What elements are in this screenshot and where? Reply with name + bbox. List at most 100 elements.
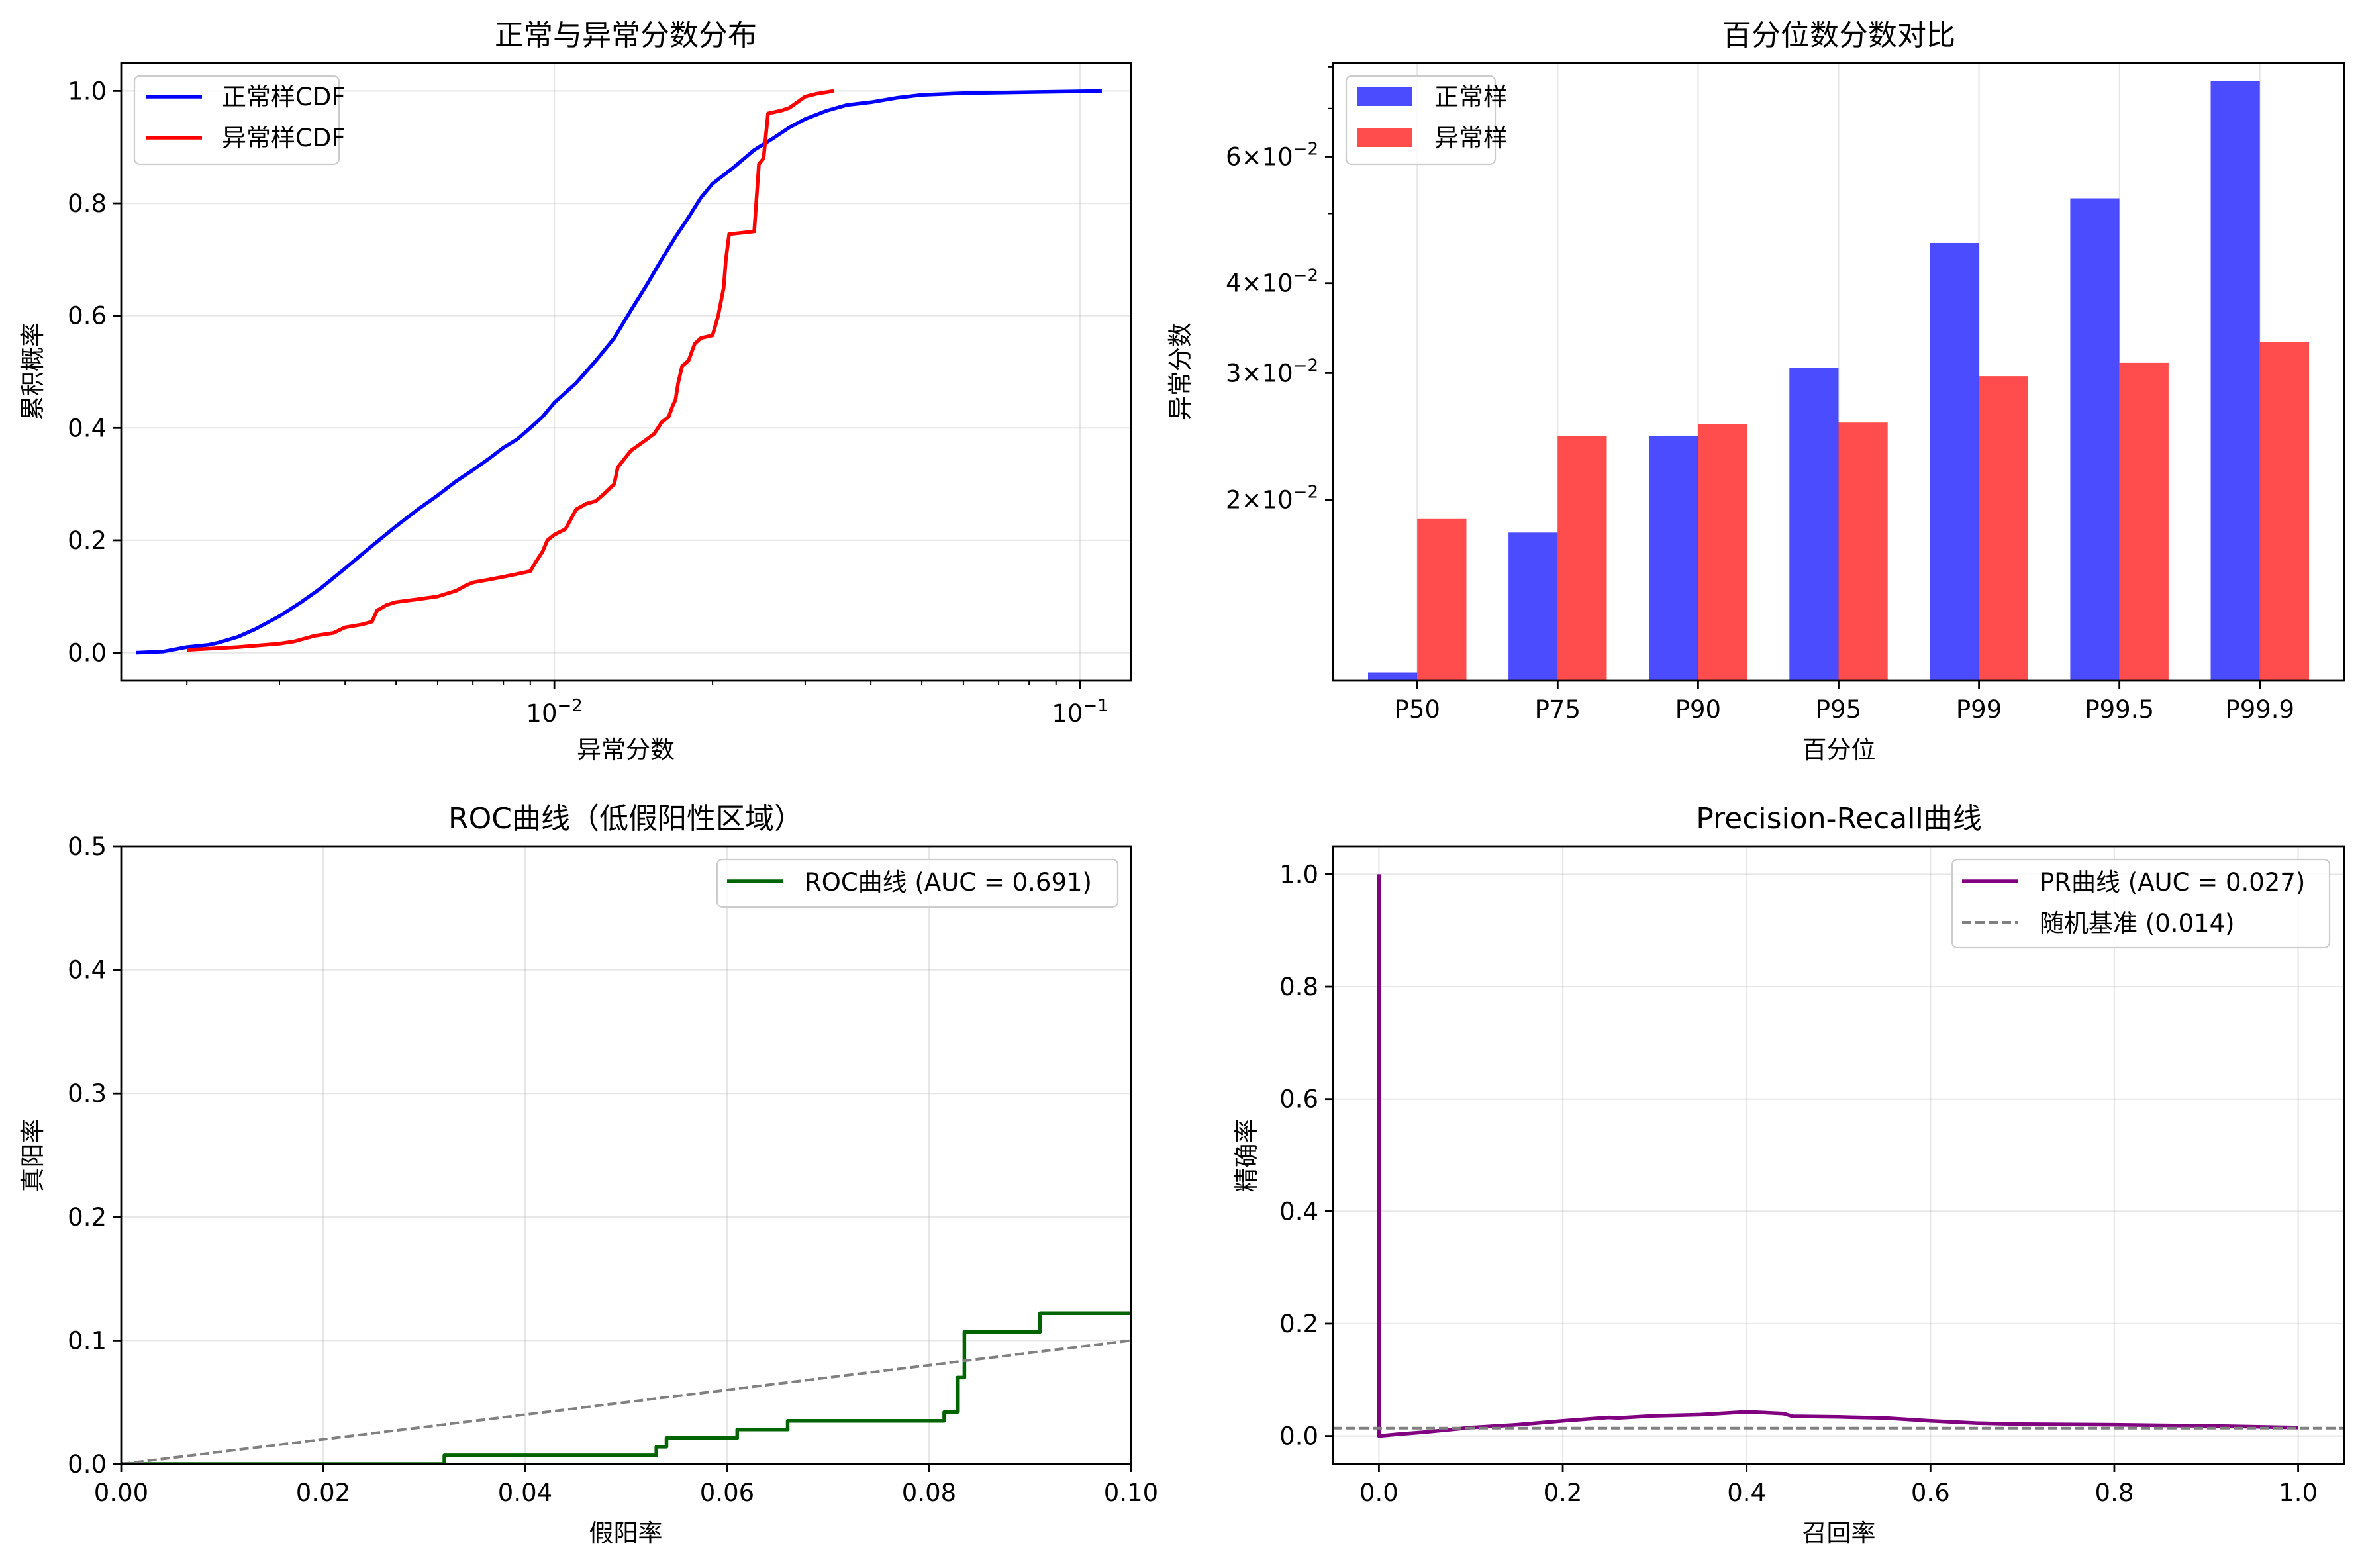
cdf-chart-y-tick-1-0: 1.0	[68, 77, 107, 105]
percentile-chart-bar-p75-anomaly	[1557, 436, 1607, 681]
pr-chart-grid	[1333, 846, 2344, 1464]
percentile-chart-bar-p99-5-normal	[2070, 198, 2120, 681]
roc-chart-x-ticks: 0.00 0.02 0.04 0.06 0.08 0.10	[94, 1464, 1158, 1507]
percentile-chart-bar-p95-anomaly	[1838, 422, 1888, 681]
percentile-chart-x-tick-p90: P90	[1675, 695, 1721, 724]
pr-chart-legend-box	[1951, 858, 2331, 949]
percentile-chart-legend-label-normal: 正常样	[1434, 83, 1508, 111]
pr-chart-y-tick-0-2: 0.2	[1279, 1310, 1318, 1338]
cdf-chart-x-label: 异常分数	[577, 736, 675, 764]
pr-chart-plot-area	[1333, 874, 2344, 1438]
pr-chart-legend-label-pr: PR曲线 (AUC = 0.027)	[2040, 868, 2305, 897]
cdf-chart-y-tick-0-8: 0.8	[68, 189, 107, 218]
cdf-chart-y-tick-0-0: 0.0	[68, 639, 107, 667]
cdf-chart-title: 正常与异常分数分布	[495, 19, 757, 52]
percentile-chart-bar-p90-anomaly	[1698, 424, 1747, 681]
pr-chart-series-0-line	[1377, 874, 2298, 1438]
percentile-chart-x-tick-p95: P95	[1816, 695, 1861, 724]
percentile-chart-x-ticks: P50 P75 P90 P95 P99 P99.5 P99.9	[1395, 681, 2294, 724]
pr-chart-y-tick-0-6: 0.6	[1279, 1085, 1318, 1114]
cdf-chart-frame	[120, 62, 1132, 682]
cdf-chart-legend-label-anomaly: 异常样CDF	[222, 124, 346, 152]
pr-chart-y-tick-0-4: 0.4	[1279, 1197, 1318, 1226]
roc-chart-y-tick-0-3: 0.3	[68, 1079, 107, 1108]
percentile-chart-bar-p75-normal	[1508, 532, 1558, 681]
pr-chart-y-label: 精确率	[1232, 1119, 1261, 1193]
percentile-chart-bar-p99-normal	[1930, 243, 1979, 681]
cdf-chart: 正常与异常分数分布 10−2 10−1 0.00.20.40.60.81.0 异常…	[19, 19, 1132, 764]
percentile-chart-legend-label-anomaly: 异常样	[1434, 124, 1508, 152]
roc-chart-x-label: 假阳率	[589, 1519, 663, 1547]
percentile-chart-bar-p50-normal	[1368, 672, 1418, 681]
percentile-chart-x-label: 百分位	[1802, 736, 1876, 764]
pr-chart-x-tick-0-8: 0.8	[2095, 1479, 2134, 1507]
roc-chart-legend: ROC曲线 (AUC = 0.691)	[716, 858, 1119, 908]
roc-chart-title: ROC曲线（低假阳性区域）	[448, 802, 803, 836]
roc-chart-x-tick-0-06: 0.06	[700, 1479, 754, 1507]
roc-chart-x-tick-0-04: 0.04	[498, 1479, 552, 1507]
percentile-chart-bar-p99-5-anomaly	[2119, 362, 2169, 681]
cdf-chart-series-1-line	[187, 89, 834, 652]
percentile-chart-x-tick-p99: P99	[1956, 695, 2002, 724]
percentile-chart-y-ticks: 2×10−23×10−24×10−26×10−2	[1226, 66, 1333, 514]
pr-chart-legend-label-baseline: 随机基准 (0.014)	[2040, 909, 2235, 938]
percentile-chart-bar-p90-normal	[1649, 436, 1698, 681]
pr-chart-y-tick-1-0: 1.0	[1279, 860, 1318, 889]
pr-chart-title: Precision-Recall曲线	[1696, 802, 1981, 836]
roc-chart: ROC曲线（低假阳性区域） 0.00 0.02 0.04 0.06 0.08 0.10 0…	[19, 802, 1158, 1547]
percentile-chart-x-tick-p50: P50	[1395, 695, 1440, 724]
roc-chart-y-tick-0-0: 0.0	[68, 1450, 107, 1479]
cdf-chart-legend: 正常样CDF 异常样CDF	[133, 75, 346, 166]
roc-chart-series-1-line	[121, 1339, 1131, 1464]
percentile-chart-bar-p99-9-normal	[2210, 81, 2260, 681]
pr-chart-x-tick-0-0: 0.0	[1359, 1479, 1399, 1507]
roc-chart-series-0-line	[121, 1311, 1131, 1464]
cdf-chart-y-tick-0-6: 0.6	[68, 302, 107, 330]
roc-chart-y-tick-0-5: 0.5	[68, 832, 107, 861]
roc-chart-x-tick-0-10: 0.10	[1104, 1479, 1158, 1507]
pr-chart-x-label: 召回率	[1802, 1519, 1876, 1547]
percentile-chart-bar-p99-9-anomaly	[2259, 342, 2309, 681]
percentile-chart-bar-p95-normal	[1789, 368, 1839, 681]
percentile-chart-bar-p99-anomaly	[1979, 376, 2028, 681]
cdf-chart-legend-label-normal: 正常样CDF	[222, 83, 346, 111]
percentile-chart-legend-swatch-anomaly	[1357, 128, 1412, 147]
percentile-chart-x-tick-p75: P75	[1535, 695, 1581, 724]
pr-chart-y-tick-0-0: 0.0	[1279, 1422, 1318, 1451]
percentile-chart-title: 百分位数分数对比	[1722, 19, 1955, 52]
percentile-chart-bar-p50-anomaly	[1417, 518, 1467, 681]
percentile-chart-x-tick-p99-9: P99.9	[2225, 695, 2294, 724]
roc-chart-y-tick-0-1: 0.1	[68, 1326, 107, 1355]
pr-chart-x-tick-0-2: 0.2	[1544, 1479, 1583, 1507]
roc-chart-x-tick-0-00: 0.00	[94, 1479, 148, 1507]
roc-chart-y-label: 真阳率	[19, 1119, 47, 1193]
percentile-chart-plot-area	[1368, 81, 2309, 681]
cdf-chart-y-label: 累积概率	[19, 322, 47, 420]
pr-chart-x-tick-1-0: 1.0	[2279, 1479, 2318, 1507]
roc-chart-frame	[120, 845, 1132, 1465]
pr-chart-y-tick-0-8: 0.8	[1279, 973, 1318, 1001]
percentile-chart-y-label: 异常分数	[1166, 322, 1195, 420]
roc-chart-legend-label: ROC曲线 (AUC = 0.691)	[805, 868, 1092, 897]
percentile-chart-legend-swatch-normal	[1357, 87, 1412, 106]
roc-chart-y-ticks: 0.0 0.1 0.2 0.3 0.4 0.5	[68, 832, 121, 1479]
pr-chart-y-ticks: 0.0 0.2 0.4 0.6 0.8 1.0	[1279, 860, 1333, 1451]
pr-chart-frame	[1332, 845, 2345, 1465]
roc-chart-y-tick-0-2: 0.2	[68, 1203, 107, 1232]
cdf-chart-plot-area	[136, 89, 1102, 655]
pr-chart-x-tick-0-6: 0.6	[1911, 1479, 1950, 1507]
pr-chart-x-ticks: 0.0 0.2 0.4 0.6 0.8 1.0	[1359, 1464, 2318, 1507]
percentile-chart-legend: 正常样 异常样	[1345, 75, 1508, 166]
cdf-chart-y-tick-0-2: 0.2	[68, 526, 107, 555]
roc-chart-legend-box	[716, 858, 1119, 908]
roc-chart-x-tick-0-02: 0.02	[296, 1479, 350, 1507]
cdf-chart-series-0-line	[136, 89, 1102, 655]
roc-chart-x-tick-0-08: 0.08	[902, 1479, 956, 1507]
roc-chart-plot-area	[121, 1311, 1131, 1464]
pr-chart-x-tick-0-4: 0.4	[1727, 1479, 1766, 1507]
roc-chart-y-tick-0-4: 0.4	[68, 956, 107, 985]
percentile-chart-x-tick-p99-5: P99.5	[2085, 695, 2154, 724]
percentile-chart: 百分位数分数对比 P50 P75 P90 P95 P99 P99.5 P99.9 2×10−…	[1166, 19, 2345, 764]
